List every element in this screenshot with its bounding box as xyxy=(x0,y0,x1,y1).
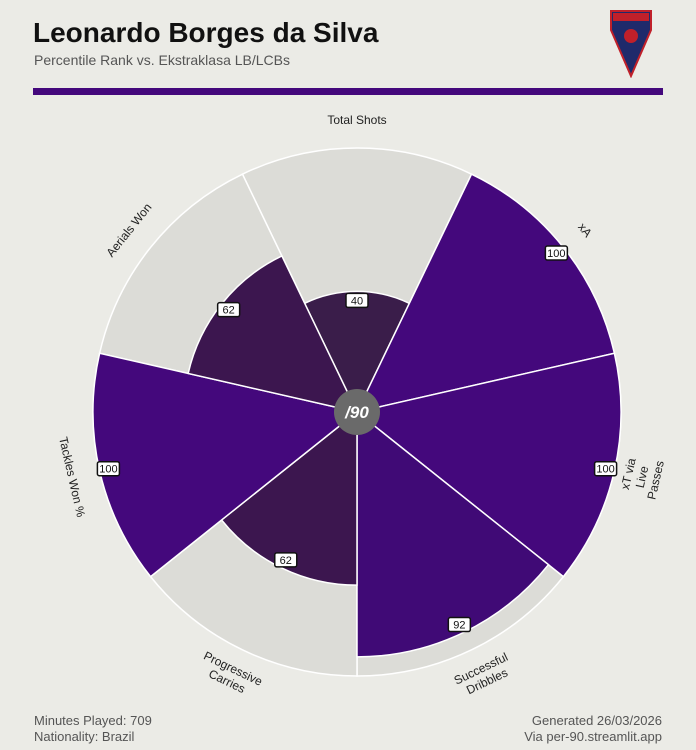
subtitle: Percentile Rank vs. Ekstraklasa LB/LCBs xyxy=(34,52,290,68)
value-label-box xyxy=(593,460,618,477)
center-label: /90 xyxy=(344,403,369,422)
club-crest xyxy=(610,10,652,78)
footer-source: Via per-90.streamlit.app xyxy=(524,729,662,744)
footer-generated: Generated 26/03/2026 xyxy=(531,713,662,728)
value-label: 62 xyxy=(274,552,298,568)
value-label-text: 100 xyxy=(596,464,614,476)
value-label: 92 xyxy=(447,616,472,633)
slice-bar xyxy=(220,410,358,586)
value-label: 40 xyxy=(345,292,369,309)
slice-background xyxy=(241,147,473,414)
slice-bar xyxy=(303,290,411,414)
value-label-text: 40 xyxy=(351,295,363,307)
value-label-text: 62 xyxy=(280,555,292,567)
value-label: 100 xyxy=(544,245,569,261)
value-label-box xyxy=(447,616,472,633)
value-label-text: 100 xyxy=(99,464,117,476)
category-label: Total Shots xyxy=(327,113,387,127)
value-label: 100 xyxy=(593,460,618,477)
value-label-box xyxy=(96,460,121,477)
slice-bar xyxy=(356,410,550,658)
value-label-box xyxy=(216,301,241,318)
value-label-box xyxy=(345,292,369,309)
value-label: 62 xyxy=(216,301,241,318)
value-label-box xyxy=(274,552,298,568)
value-label-text: 100 xyxy=(547,248,565,260)
center-badge xyxy=(334,389,380,435)
header-rule xyxy=(33,88,663,95)
value-label: 100 xyxy=(96,460,121,477)
footer-nationality: Nationality: Brazil xyxy=(34,729,135,744)
value-label-text: 62 xyxy=(223,305,235,317)
value-label-box xyxy=(544,245,569,261)
value-label-text: 92 xyxy=(453,620,465,632)
footer-minutes: Minutes Played: 709 xyxy=(34,713,152,728)
title: Leonardo Borges da Silva xyxy=(33,17,379,48)
